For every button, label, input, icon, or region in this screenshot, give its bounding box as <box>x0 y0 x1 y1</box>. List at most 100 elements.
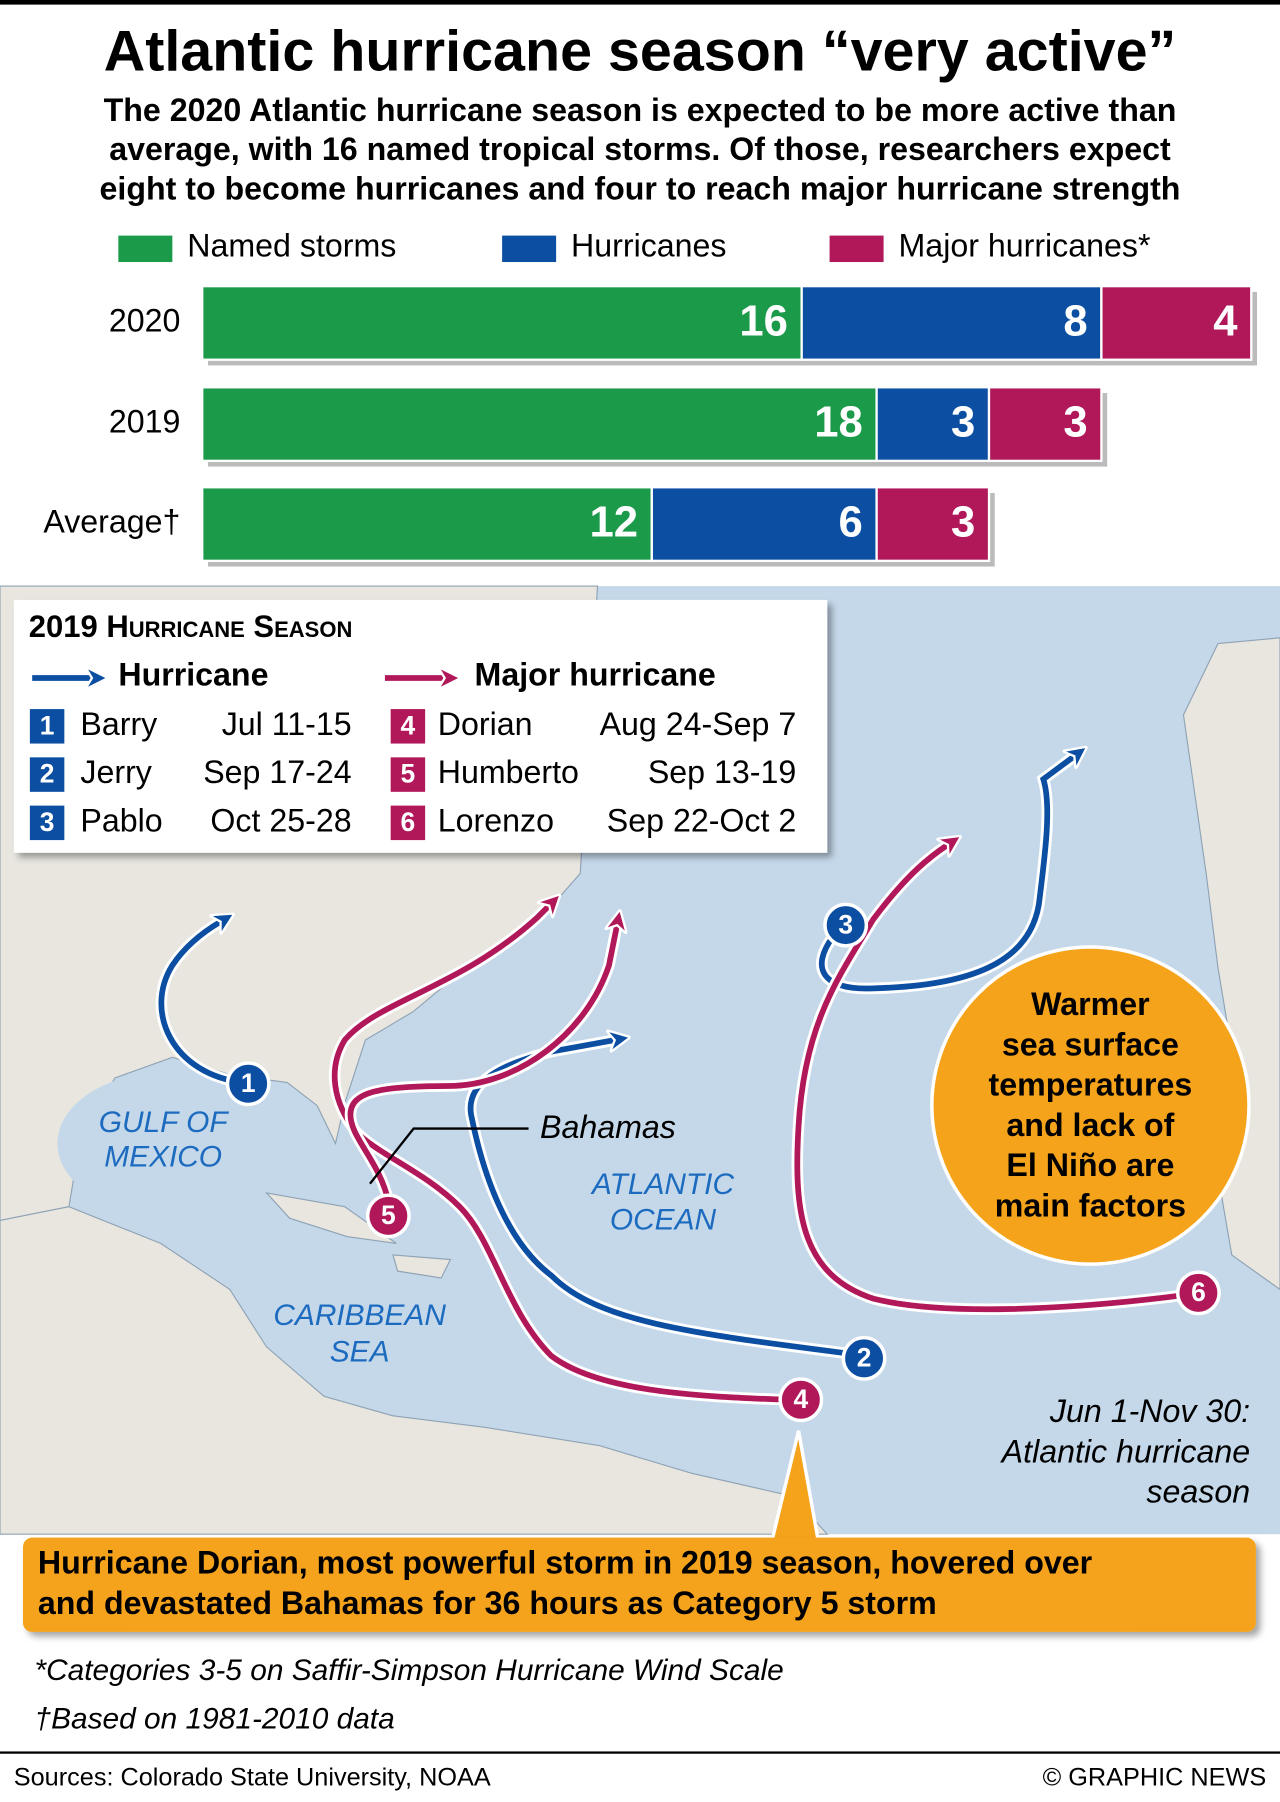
gulf <box>57 1072 276 1215</box>
storm-marker-number: 6 <box>1191 1277 1206 1307</box>
dorian-box <box>22 1537 1256 1632</box>
subtitle: average, with 16 named tropical storms. … <box>109 131 1171 167</box>
value-label: 3 <box>1063 398 1087 447</box>
bar <box>650 486 878 562</box>
storm-name: Jerry <box>80 754 152 790</box>
rule <box>0 1751 1280 1754</box>
legend-label: Hurricanes <box>571 228 726 264</box>
top-rule <box>0 0 1280 5</box>
place-label: MEXICO <box>104 1140 222 1173</box>
storm-dates: Sep 22-Oct 2 <box>607 802 796 838</box>
legend-swatch <box>829 235 884 263</box>
place-label: GULF OF <box>99 1106 230 1139</box>
storm-name: Barry <box>80 706 158 742</box>
land <box>392 1254 452 1279</box>
bar <box>201 285 803 361</box>
track <box>158 922 247 1086</box>
value-label: 4 <box>1213 297 1238 346</box>
storm-marker-number: 1 <box>241 1068 256 1098</box>
storm-marker <box>225 1061 271 1107</box>
factor-circle <box>930 945 1251 1266</box>
track <box>794 845 1187 1313</box>
land <box>265 1192 397 1245</box>
storm-marker <box>365 1193 411 1239</box>
value-label: 8 <box>1063 297 1087 346</box>
tracks <box>155 756 1190 1406</box>
subtitle: The 2020 Atlantic hurricane season is ex… <box>104 92 1177 128</box>
legend-label: Hurricane <box>118 656 268 692</box>
storm-number: 4 <box>401 710 416 740</box>
y-tick-label: Average† <box>43 504 180 540</box>
number-box <box>390 805 426 841</box>
factor-note: El Niño are <box>1006 1147 1174 1183</box>
dorian-note: Hurricane Dorian, most powerful storm in… <box>38 1545 1093 1581</box>
land <box>0 1206 829 1535</box>
storm-legend: 2019 Hurricane Season Hurricane 1 Barry Jul… <box>13 599 828 853</box>
storm-markers: 1 2 3 4 5 6 <box>225 902 1221 1423</box>
bar <box>201 386 878 462</box>
number-box <box>29 709 65 744</box>
track <box>347 925 617 1204</box>
bar <box>987 386 1103 462</box>
factor-note: temperatures <box>989 1067 1193 1103</box>
map: GULF OF MEXICO ATLANTIC OCEAN CARIBBEAN … <box>0 585 1280 1535</box>
storm-marker <box>841 1335 887 1381</box>
legend-label: Major hurricane <box>475 656 716 692</box>
storm-number: 2 <box>40 759 55 789</box>
season-note: Atlantic hurricane <box>1000 1433 1250 1469</box>
value-label: 3 <box>951 398 975 447</box>
factor-note: and lack of <box>1006 1107 1174 1143</box>
place-label: CARIBBEAN <box>273 1299 446 1332</box>
place-label: OCEAN <box>610 1204 717 1237</box>
subtitle: eight to become hurricanes and four to r… <box>100 170 1181 206</box>
dorian-note: and devastated Bahamas for 36 hours as C… <box>38 1585 937 1621</box>
track <box>819 756 1075 992</box>
track <box>331 906 790 1403</box>
storm-dates: Sep 17-24 <box>203 754 351 790</box>
storm-dates: Sep 13-19 <box>648 754 796 790</box>
storm-dates: Oct 25-28 <box>210 802 351 838</box>
place-label: ATLANTIC <box>590 1168 735 1201</box>
storm-marker <box>823 902 869 948</box>
place-label: SEA <box>330 1336 390 1369</box>
bar-chart: Named storms Hurricanes Major hurricanes* 2… <box>43 228 1258 567</box>
storm-name: Lorenzo <box>438 802 554 838</box>
value-label: 18 <box>814 398 863 447</box>
storm-dates: Jul 11-15 <box>222 706 352 742</box>
storm-marker-number: 3 <box>838 909 853 939</box>
storm-marker-number: 4 <box>794 1384 809 1414</box>
bar <box>201 486 653 562</box>
value-label: 12 <box>589 498 638 547</box>
number-box <box>29 757 65 792</box>
legend-label: Major hurricanes* <box>899 228 1151 264</box>
storm-name: Dorian <box>438 706 533 742</box>
storm-number: 1 <box>40 710 55 740</box>
storm-name: Pablo <box>80 802 162 838</box>
y-tick-label: 2020 <box>109 302 181 338</box>
storm-number: 5 <box>401 759 416 789</box>
storm-marker <box>1176 1270 1221 1316</box>
number-box <box>390 757 426 792</box>
footnote: †Based on 1981-2010 data <box>34 1702 394 1735</box>
factor-note: sea surface <box>1002 1026 1179 1062</box>
factor-note: Warmer <box>1031 986 1150 1022</box>
sources: Sources: Colorado State University, NOAA <box>14 1764 491 1792</box>
legend-label: Named storms <box>187 228 396 264</box>
storm-number: 3 <box>40 807 55 837</box>
storm-marker-number: 5 <box>381 1200 396 1230</box>
bar <box>800 285 1103 361</box>
storm-number: 6 <box>401 807 416 837</box>
storm-dates: Aug 24-Sep 7 <box>600 706 797 742</box>
season-note: season <box>1146 1474 1250 1510</box>
storm-name: Humberto <box>438 754 579 790</box>
footnote: *Categories 3-5 on Saffir-Simpson Hurric… <box>34 1654 783 1687</box>
chart-title: Atlantic hurricane season “very active” <box>104 19 1177 83</box>
number-box <box>390 709 426 744</box>
legend-title: 2019 Hurricane Season <box>29 609 353 644</box>
bar <box>875 486 991 562</box>
value-label: 16 <box>739 297 788 346</box>
credit: © GRAPHIC NEWS <box>1043 1764 1267 1792</box>
factor-note: main factors <box>995 1187 1186 1223</box>
legend-swatch <box>118 235 173 263</box>
